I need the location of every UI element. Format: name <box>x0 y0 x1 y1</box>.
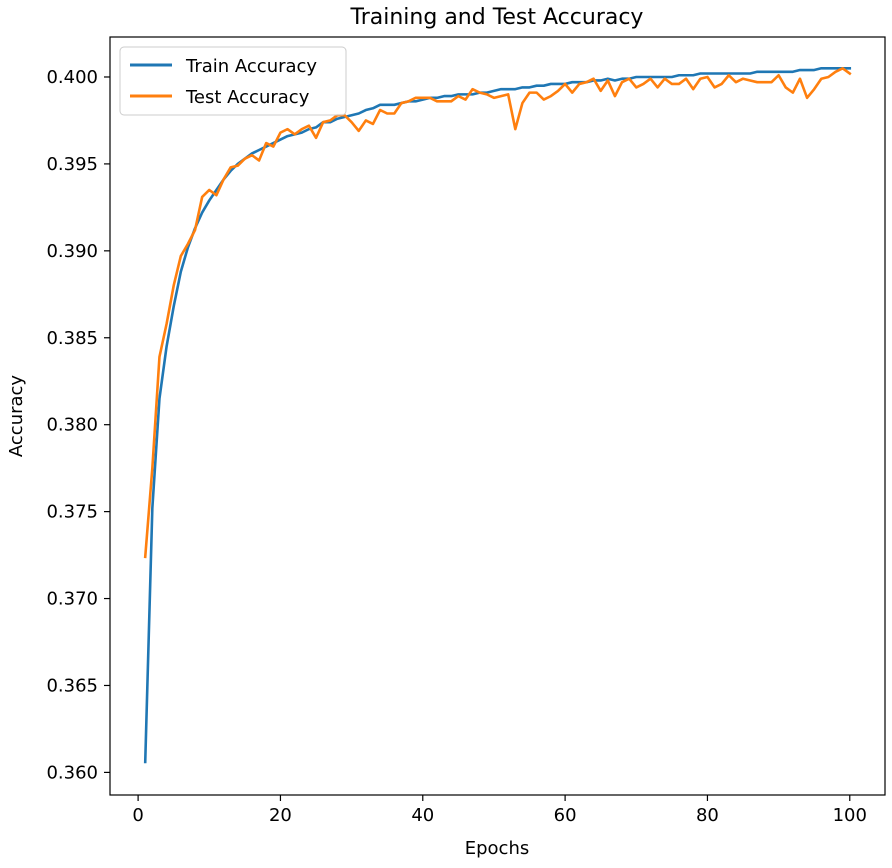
y-tick-label: 0.360 <box>46 762 98 783</box>
y-axis-label: Accuracy <box>6 375 27 458</box>
x-tick-label: 0 <box>132 805 143 826</box>
x-tick-label: 20 <box>269 805 292 826</box>
y-tick-label: 0.380 <box>46 415 98 436</box>
series-line-test-accuracy <box>143 66 852 559</box>
y-tick-label: 0.395 <box>46 154 98 175</box>
y-tick-label: 0.385 <box>46 328 98 349</box>
series-layer <box>143 66 852 764</box>
x-tick-label: 80 <box>696 805 719 826</box>
series-line-train-accuracy <box>143 66 852 764</box>
plot-area: 0 20 40 60 80 100 0.3600.3650.3700.3750.3800.… <box>46 36 886 826</box>
legend-label-test-accuracy: Test Accuracy <box>185 87 310 108</box>
y-tick-label: 0.400 <box>46 67 98 88</box>
x-tick-label: 60 <box>554 805 577 826</box>
chart-title: Training and Test Accuracy <box>350 5 644 30</box>
y-tick-label: 0.365 <box>46 675 98 696</box>
axes-frame <box>109 36 886 796</box>
y-axis-ticks: 0.360 0.365 0.370 0.375 0.380 0.385 0.390 0.395… <box>46 67 110 783</box>
y-tick-label: 0.390 <box>46 241 98 262</box>
x-axis-label: Epochs <box>465 838 530 859</box>
x-axis-ticks: 0 20 40 60 80 100 <box>132 795 867 826</box>
y-tick-label: 0.375 <box>46 502 98 523</box>
x-tick-label: 40 <box>411 805 434 826</box>
legend-label-train-accuracy: Train Accuracy <box>185 56 317 77</box>
x-tick-label: 100 <box>833 805 867 826</box>
legend: Train Accuracy Test Accuracy <box>119 46 347 116</box>
legend-box <box>119 46 347 116</box>
y-tick-label: 0.370 <box>46 589 98 610</box>
